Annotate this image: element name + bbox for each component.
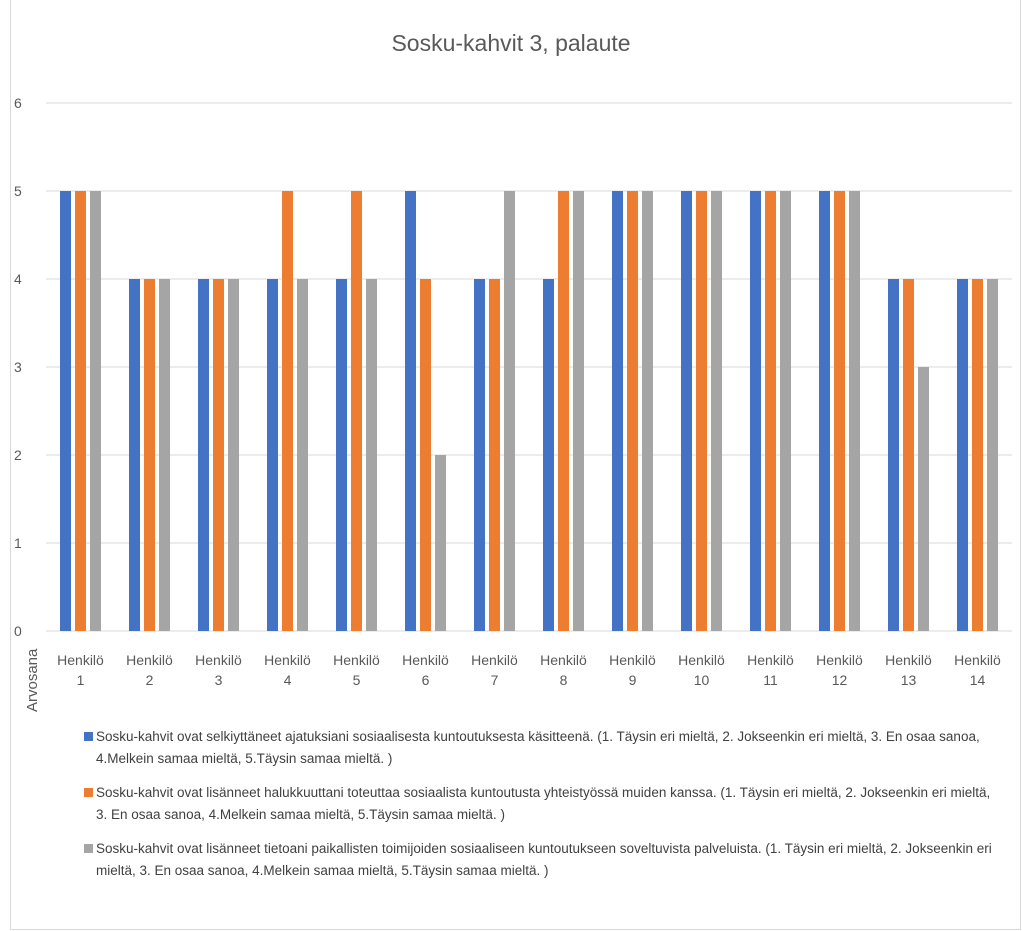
legend-item-series-2: Sosku-kahvit ovat lisänneet halukkuuttan… [84, 782, 1004, 826]
y-tick-label: 1 [14, 535, 22, 551]
bar-series-2 [696, 191, 707, 631]
bar-series-3 [366, 279, 377, 631]
bar-series-2 [834, 191, 845, 631]
bar-series-2 [558, 191, 569, 631]
chart-title: Sosku-kahvit 3, palaute [391, 30, 631, 56]
bar-series-3 [297, 279, 308, 631]
bar-series-1 [957, 279, 968, 631]
bar-series-1 [198, 279, 209, 631]
bar-series-3 [228, 279, 239, 631]
legend: Sosku-kahvit ovat selkiyttäneet ajatuksi… [84, 726, 1004, 894]
legend-label-series-3: Sosku-kahvit ovat lisänneet tietoani pai… [96, 841, 992, 878]
bar-series-3 [159, 279, 170, 631]
legend-label-series-1: Sosku-kahvit ovat selkiyttäneet ajatuksi… [96, 729, 980, 766]
y-tick-label: 4 [14, 271, 22, 287]
x-tick-label: Henkilö 13 [885, 652, 932, 688]
bar-series-3 [711, 191, 722, 631]
bar-series-2 [351, 191, 362, 631]
y-tick-label: 0 [14, 623, 22, 639]
bar-series-2 [75, 191, 86, 631]
x-tick-label: Henkilö 5 [333, 652, 380, 688]
bar-series-1 [681, 191, 692, 631]
legend-swatch-series-1 [84, 732, 93, 741]
bar-series-2 [972, 279, 983, 631]
bar-series-3 [780, 191, 791, 631]
y-tick-label: 2 [14, 447, 22, 463]
bar-series-1 [129, 279, 140, 631]
x-tick-label: Henkilö 7 [471, 652, 518, 688]
legend-label-series-2: Sosku-kahvit ovat lisänneet halukkuuttan… [96, 785, 991, 822]
x-tick-label: Henkilö 10 [678, 652, 725, 688]
bar-series-1 [750, 191, 761, 631]
bar-series-3 [642, 191, 653, 631]
bar-series-2 [213, 279, 224, 631]
x-tick-label: Henkilö 2 [126, 652, 173, 688]
bar-series-3 [849, 191, 860, 631]
bar-series-2 [420, 279, 431, 631]
y-tick-label: 3 [14, 359, 22, 375]
y-tick-label: 6 [14, 95, 22, 111]
bar-series-1 [336, 279, 347, 631]
bar-series-3 [918, 367, 929, 631]
x-tick-label: Henkilö 4 [264, 652, 311, 688]
bar-series-3 [504, 191, 515, 631]
legend-item-series-1: Sosku-kahvit ovat selkiyttäneet ajatuksi… [84, 726, 1004, 770]
bar-series-1 [405, 191, 416, 631]
bar-series-1 [267, 279, 278, 631]
bar-series-1 [474, 279, 485, 631]
x-tick-label: Henkilö 14 [954, 652, 1001, 688]
x-tick-label: Henkilö 1 [57, 652, 104, 688]
x-tick-label: Henkilö 8 [540, 652, 587, 688]
bar-series-2 [765, 191, 776, 631]
x-tick-label: Henkilö 11 [747, 652, 794, 688]
x-tick-label: Henkilö 9 [609, 652, 656, 688]
x-tick-label: Henkilö 3 [195, 652, 242, 688]
bar-series-1 [612, 191, 623, 631]
bar-series-2 [489, 279, 500, 631]
bar-series-3 [90, 191, 101, 631]
x-tick-label: Henkilö 12 [816, 652, 863, 688]
bar-series-1 [888, 279, 899, 631]
bar-series-1 [543, 279, 554, 631]
bar-series-2 [627, 191, 638, 631]
chart-frame [10, 0, 1021, 930]
y-axis-label: Arvosana [24, 648, 41, 712]
bar-series-3 [573, 191, 584, 631]
y-tick-label: 5 [14, 183, 22, 199]
legend-swatch-series-2 [84, 788, 93, 797]
bar-series-2 [282, 191, 293, 631]
chart-plot: 0 1 2 3 4 5 6 Henkilö 1 Henkilö 2 Henkilö 3 Henkilö 4… [14, 95, 1012, 712]
bar-series-2 [903, 279, 914, 631]
bar-series-2 [144, 279, 155, 631]
x-tick-label: Henkilö 6 [402, 652, 449, 688]
legend-item-series-3: Sosku-kahvit ovat lisänneet tietoani pai… [84, 838, 1004, 882]
bar-series-3 [435, 455, 446, 631]
bar-series-1 [819, 191, 830, 631]
legend-swatch-series-3 [84, 844, 93, 853]
bar-series-1 [60, 191, 71, 631]
bar-series-3 [987, 279, 998, 631]
